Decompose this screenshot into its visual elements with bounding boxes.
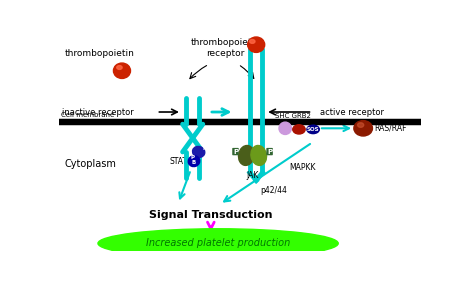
Text: P: P [233, 149, 238, 155]
Ellipse shape [293, 125, 305, 134]
Text: thrombopoietin: thrombopoietin [65, 49, 135, 58]
Text: MAPKK: MAPKK [289, 163, 315, 172]
Ellipse shape [188, 156, 200, 167]
Ellipse shape [239, 146, 254, 165]
Text: Increased platelet production: Increased platelet production [146, 238, 290, 248]
Text: P: P [190, 155, 194, 160]
Ellipse shape [358, 123, 364, 127]
Ellipse shape [248, 37, 265, 52]
Text: inactive receptor: inactive receptor [62, 107, 134, 116]
Text: Cell membrane: Cell membrane [61, 112, 114, 118]
Ellipse shape [354, 121, 373, 136]
Ellipse shape [117, 66, 122, 69]
Text: P: P [267, 149, 272, 155]
Ellipse shape [113, 63, 131, 78]
Text: B: B [191, 160, 195, 165]
Text: thrombopoietin
receptor: thrombopoietin receptor [190, 38, 260, 58]
Text: STAT: STAT [169, 157, 187, 166]
Text: Cytoplasm: Cytoplasm [65, 159, 117, 169]
Text: P: P [202, 146, 206, 151]
Ellipse shape [251, 146, 267, 165]
Ellipse shape [279, 122, 292, 135]
Text: SOS: SOS [307, 127, 320, 132]
Text: p42/44: p42/44 [260, 186, 287, 195]
Ellipse shape [98, 229, 338, 258]
Ellipse shape [249, 39, 255, 43]
Text: RAS/RAF: RAS/RAF [374, 124, 407, 133]
Ellipse shape [192, 146, 205, 157]
Text: active receptor: active receptor [320, 107, 384, 116]
Text: SHC GRB2: SHC GRB2 [275, 113, 310, 118]
Ellipse shape [307, 125, 319, 134]
Text: Signal Transduction: Signal Transduction [149, 210, 272, 220]
Text: JAK: JAK [246, 171, 259, 180]
